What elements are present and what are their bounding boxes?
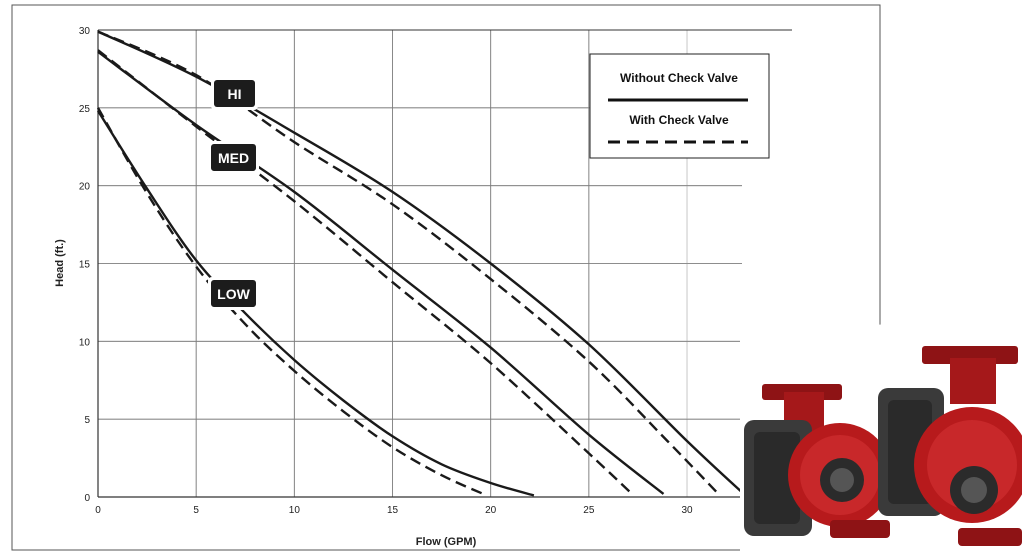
curve-label-low-text: LOW bbox=[217, 286, 250, 302]
x-tick-label-3: 15 bbox=[387, 505, 399, 516]
y-tick-label-3: 15 bbox=[79, 260, 91, 271]
legend-label-with: With Check Valve bbox=[629, 113, 729, 127]
circulator-pumps-photo bbox=[740, 318, 1022, 555]
y-tick-label-4: 20 bbox=[79, 182, 91, 193]
y-axis-title: Head (ft.) bbox=[54, 239, 66, 287]
y-tick-label-6: 30 bbox=[79, 26, 91, 37]
curve-label-med: MED bbox=[208, 141, 259, 174]
x-tick-label-6: 30 bbox=[681, 505, 693, 516]
curve-label-med-text: MED bbox=[218, 150, 249, 166]
series-low-dashed bbox=[96, 107, 488, 497]
curve-label-hi-text: HI bbox=[228, 86, 242, 102]
x-tick-labels: 0 5 10 15 20 25 30 bbox=[95, 505, 693, 516]
series-group bbox=[96, 30, 743, 497]
x-axis-title: Flow (GPM) bbox=[416, 536, 477, 548]
x-tick-label-2: 10 bbox=[289, 505, 301, 516]
curve-label-low: LOW bbox=[208, 277, 259, 310]
grid bbox=[98, 29, 792, 497]
curve-label-hi: HI bbox=[211, 77, 258, 110]
pump-right-image bbox=[878, 346, 1022, 546]
x-tick-label-4: 20 bbox=[485, 505, 497, 516]
series-hi-dashed bbox=[97, 30, 720, 495]
x-tick-label-1: 5 bbox=[193, 505, 199, 516]
x-tick-label-5: 25 bbox=[583, 505, 595, 516]
legend: Without Check Valve With Check Valve bbox=[589, 53, 770, 159]
y-tick-labels: 0 5 10 15 20 25 30 bbox=[79, 26, 91, 504]
legend-label-without: Without Check Valve bbox=[620, 71, 738, 85]
series-med-dashed bbox=[97, 49, 633, 495]
x-tick-label-0: 0 bbox=[95, 505, 101, 516]
series-low-solid bbox=[96, 110, 535, 497]
y-tick-label-1: 5 bbox=[84, 415, 90, 426]
y-tick-label-2: 10 bbox=[79, 337, 91, 348]
pump-left-image bbox=[744, 384, 892, 538]
y-tick-label-5: 25 bbox=[79, 104, 91, 115]
y-tick-label-0: 0 bbox=[84, 493, 90, 504]
